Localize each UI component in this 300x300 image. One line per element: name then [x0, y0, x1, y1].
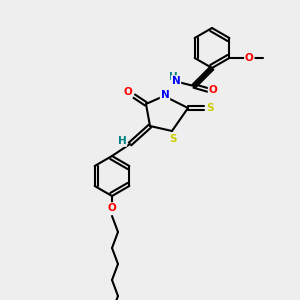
- Text: O: O: [108, 203, 116, 213]
- Text: S: S: [206, 103, 214, 113]
- Text: N: N: [172, 76, 180, 86]
- Text: O: O: [245, 53, 254, 63]
- Text: O: O: [124, 87, 132, 97]
- Text: H: H: [169, 72, 177, 82]
- Text: O: O: [208, 85, 217, 95]
- Text: S: S: [169, 134, 177, 144]
- Text: N: N: [160, 90, 169, 100]
- Text: H: H: [118, 136, 126, 146]
